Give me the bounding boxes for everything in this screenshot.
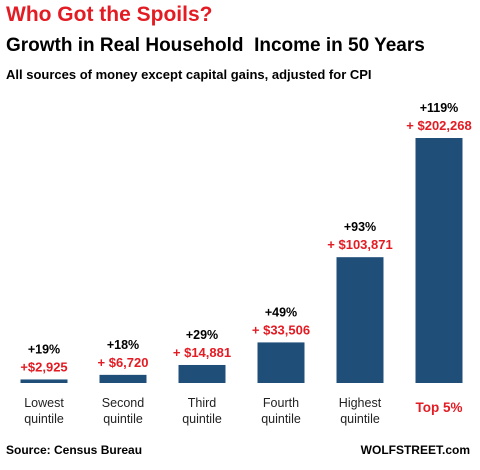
category-label-line: quintile bbox=[24, 412, 64, 426]
bar-2 bbox=[178, 364, 226, 383]
percent-label-2: +29% bbox=[186, 328, 218, 342]
bar-0 bbox=[20, 379, 68, 383]
category-label-3: Fourth quintile bbox=[261, 396, 301, 426]
percent-label-5: +119% bbox=[420, 101, 459, 115]
category-label-line: quintile bbox=[261, 412, 301, 426]
category-label-line: Second bbox=[102, 396, 144, 410]
category-label-line: Lowest bbox=[24, 396, 64, 410]
amount-label-4: + $103,871 bbox=[327, 237, 392, 252]
amount-label-0: +$2,925 bbox=[20, 359, 67, 374]
bar-3 bbox=[257, 342, 305, 383]
category-label-line: quintile bbox=[103, 412, 143, 426]
category-label-0: Lowest quintile bbox=[24, 396, 64, 426]
percent-label-1: +18% bbox=[107, 338, 139, 352]
bar-4 bbox=[336, 257, 384, 383]
category-label-2: Third quintile bbox=[182, 396, 222, 426]
percent-label-4: +93% bbox=[344, 220, 376, 234]
category-label-line: Fourth bbox=[263, 396, 299, 410]
amount-label-3: + $33,506 bbox=[252, 322, 310, 337]
bar-1 bbox=[99, 374, 147, 383]
category-label-line: quintile bbox=[340, 412, 380, 426]
amount-label-1: + $6,720 bbox=[98, 355, 149, 370]
source-note: Source: Census Bureau bbox=[6, 443, 143, 457]
category-label-line: Top 5% bbox=[416, 400, 463, 415]
chart-note: All sources of money except capital gain… bbox=[6, 67, 372, 82]
chart-title: Who Got the Spoils? bbox=[6, 3, 213, 26]
category-label-line: Third bbox=[188, 396, 217, 410]
chart-subtitle: Growth in Real Household Income in 50 Ye… bbox=[6, 35, 425, 56]
category-label-line: Highest bbox=[339, 396, 382, 410]
bar-5 bbox=[415, 138, 463, 383]
category-label-1: Second quintile bbox=[102, 396, 144, 426]
category-label-4: Highest quintile bbox=[339, 396, 382, 426]
amount-label-2: + $14,881 bbox=[173, 345, 231, 360]
amount-label-5: + $202,268 bbox=[406, 118, 471, 133]
percent-label-3: +49% bbox=[265, 305, 297, 319]
credit-label: WOLFSTREET.com bbox=[360, 443, 470, 457]
percent-label-0: +19% bbox=[28, 342, 60, 356]
category-label-line: quintile bbox=[182, 412, 222, 426]
category-label-5: Top 5% bbox=[416, 400, 463, 415]
